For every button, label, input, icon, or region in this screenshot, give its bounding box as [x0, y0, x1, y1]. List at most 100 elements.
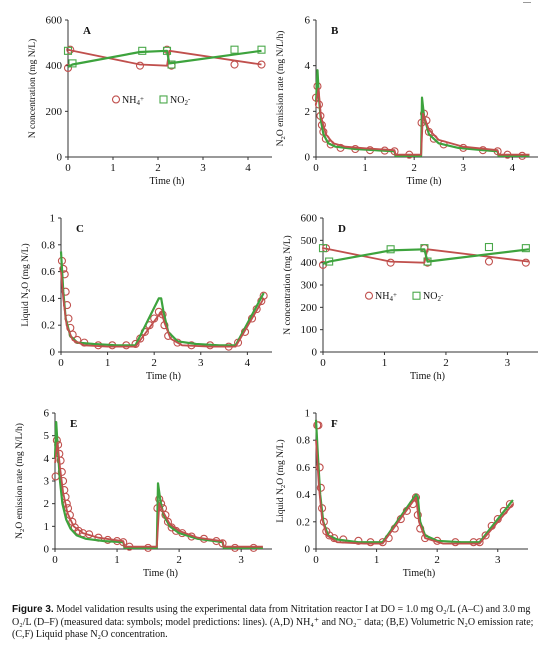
model-line-red [60, 271, 265, 348]
y-tick-label: 0 [305, 152, 311, 164]
model-line-green [53, 421, 263, 549]
x-tick-label: 1 [382, 357, 388, 369]
panel-label-f: F [331, 418, 338, 430]
y-tick-label: 400 [301, 257, 318, 269]
x-axis-title: Time (h) [150, 176, 185, 187]
y-axis-title: N concentration (mg N/L) [282, 235, 293, 334]
y-axis-title: Liquid N2O (mg N/L) [275, 439, 287, 522]
y-axis-title: N concentration (mg N/L) [27, 39, 38, 138]
data-point-circle [51, 472, 60, 481]
legend: NH4+ NO2- [364, 291, 444, 303]
x-axis-title: Time(h) [403, 568, 435, 579]
y-tick-label: 0.8 [41, 239, 55, 251]
page-corner-mark [523, 2, 531, 3]
x-axis-title: Time (h) [146, 371, 181, 382]
legend-marker-no2 [159, 95, 168, 104]
data-point-square [521, 244, 530, 253]
data-point-circle [63, 63, 73, 72]
x-tick-label: 0 [52, 554, 58, 566]
model-line-red [315, 87, 530, 156]
x-tick-label: 2 [176, 554, 182, 566]
legend-label-nh4: NH4+ [375, 291, 397, 303]
panel-label-c: C [76, 223, 84, 235]
data-point-circle [59, 264, 68, 273]
legend-label-no2: NO2- [170, 95, 191, 107]
chart-panel-b: 0 2 4 6 0 1 2 3 4 Time (h) N2O emission rate (mg N… [275, 15, 538, 187]
x-tick-label: 1 [114, 554, 120, 566]
x-tick-label: 2 [155, 162, 161, 174]
y-tick-label: 200 [46, 106, 63, 118]
y-tick-label: 0 [50, 347, 56, 359]
data-point-circle [484, 257, 494, 266]
y-tick-label: 200 [301, 302, 318, 314]
x-tick-label: 2 [411, 162, 417, 174]
y-tick-label: 100 [301, 324, 318, 336]
y-tick-label: 0 [312, 347, 318, 359]
data-point-circle [314, 421, 323, 430]
figure-caption: Figure 3. Model validation results using… [12, 604, 544, 642]
data-point-circle [325, 531, 334, 540]
y-tick-label: 300 [301, 280, 318, 292]
panel-label-a: A [83, 25, 91, 37]
model-line-green [322, 248, 530, 265]
x-tick-label: 2 [434, 554, 440, 566]
x-tick-label: 3 [238, 554, 244, 566]
model-line-red [54, 441, 263, 548]
y-tick-label: 500 [301, 235, 318, 247]
data-point-circle [74, 526, 83, 535]
legend-marker-nh4 [364, 291, 374, 300]
y-tick-label: 0 [57, 152, 63, 164]
legend: NH4+ NO2- [111, 95, 191, 107]
y-tick-label: 600 [46, 15, 63, 27]
y-tick-label: 1 [50, 213, 56, 225]
x-tick-label: 1 [105, 357, 111, 369]
x-tick-label: 0 [65, 162, 71, 174]
chart-panel-e: 0 1 2 3 4 5 6 0 1 2 3 Time (h) N2O emission rate (mg… [14, 408, 272, 579]
x-tick-label: 0 [320, 357, 326, 369]
y-tick-label: 3 [44, 476, 50, 488]
y-tick-label: 1 [305, 408, 311, 420]
model-line-green [314, 69, 530, 157]
x-tick-label: 3 [505, 357, 511, 369]
y-tick-label: 4 [305, 60, 311, 72]
caption-label: Figure 3. [12, 604, 54, 615]
y-axis-title: N2O emission rate (mg N/L/h) [14, 423, 26, 539]
y-tick-label: 0.6 [296, 462, 310, 474]
legend-marker-nh4 [111, 95, 121, 104]
model-line-red [322, 247, 530, 264]
x-tick-label: 3 [200, 162, 206, 174]
y-tick-label: 600 [301, 213, 318, 225]
x-tick-label: 1 [374, 554, 380, 566]
panel-label-b: B [331, 25, 339, 37]
data-point-circle [163, 517, 172, 526]
y-tick-label: 0.4 [296, 489, 310, 501]
x-tick-label: 4 [245, 357, 251, 369]
model-line-green [59, 251, 265, 347]
x-axis-title: Time (h) [407, 176, 442, 187]
x-axis-title: Time (h) [410, 371, 445, 382]
x-tick-label: 0 [313, 554, 319, 566]
data-point-circle [135, 61, 145, 70]
x-tick-label: 2 [443, 357, 449, 369]
y-axis-title: Liquid N2O (mg N/L) [20, 243, 32, 326]
y-tick-label: 0.8 [296, 435, 310, 447]
y-tick-label: 0 [44, 544, 50, 556]
data-point-square [257, 45, 266, 54]
legend-label-no2: NO2- [423, 291, 444, 303]
x-tick-label: 4 [510, 162, 516, 174]
x-tick-label: 2 [151, 357, 157, 369]
x-axis-title: Time (h) [143, 568, 178, 579]
y-tick-label: 0.4 [41, 293, 55, 305]
x-tick-label: 1 [110, 162, 116, 174]
y-tick-label: 0.2 [41, 320, 55, 332]
caption-text: Model validation results using the exper… [12, 604, 534, 640]
y-tick-label: 400 [46, 60, 63, 72]
y-axis-title: N2O emission rate (mg N/L/h) [275, 31, 287, 147]
model-line-green [314, 419, 514, 544]
model-line-green [67, 49, 262, 68]
model-line-red [67, 48, 262, 67]
data-point-circle [66, 45, 75, 54]
y-tick-label: 0.2 [296, 516, 310, 528]
y-tick-label: 6 [44, 408, 50, 420]
